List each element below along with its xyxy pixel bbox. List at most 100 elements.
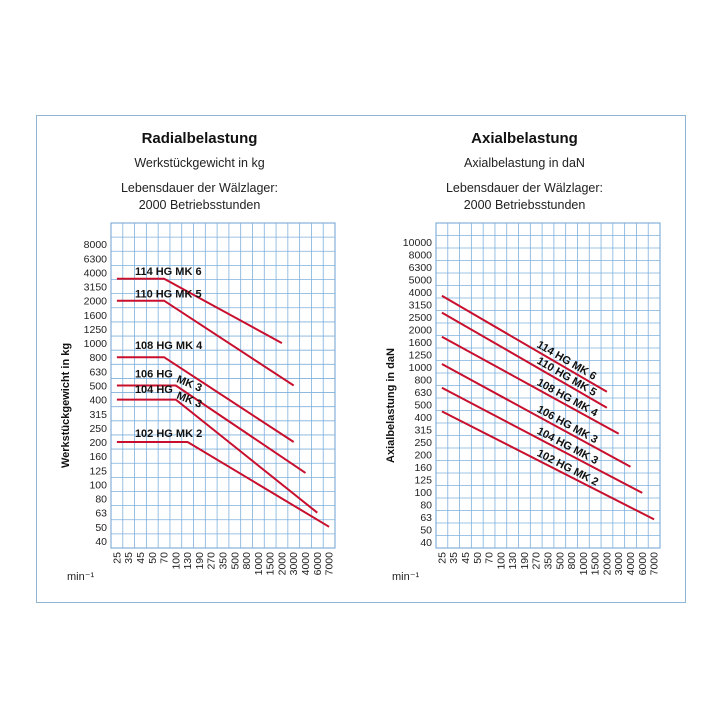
x-tick-label: 70: [159, 552, 171, 564]
series-line: [441, 363, 631, 468]
y-tick-label: 40: [95, 536, 107, 548]
axial-panel: Axialbelastung Axialbelastung in daN Leb…: [362, 116, 687, 602]
x-tick-label: 800: [241, 552, 253, 570]
y-tick-label: 10000: [403, 237, 432, 249]
radial-life-line2: 2000 Betriebsstunden: [138, 198, 261, 212]
y-tick-label: 1250: [409, 349, 433, 361]
x-tick-label: 7000: [649, 552, 661, 576]
x-tick-label: 270: [206, 552, 218, 570]
x-tick-label: 190: [194, 552, 206, 570]
y-tick-label: 50: [420, 524, 432, 536]
y-axis-label: Werkstückgewicht in kg: [60, 343, 72, 468]
series-line: [116, 398, 318, 514]
x-tick-label: 2000: [276, 552, 288, 576]
y-tick-label: 400: [89, 395, 107, 407]
x-tick-label: 100: [170, 552, 182, 570]
y-tick-label: 400: [414, 412, 432, 424]
y-tick-label: 40: [420, 537, 432, 549]
x-tick-label: 50: [472, 552, 484, 564]
y-tick-label: 630: [89, 366, 107, 378]
x-tick-label: 70: [484, 552, 496, 564]
x-tick-label: 6000: [312, 552, 324, 576]
y-tick-label: 500: [414, 399, 432, 411]
series-label: 114 HG MK 6: [135, 266, 202, 278]
x-tick-label: 1000: [253, 552, 265, 576]
series-line: [441, 386, 643, 494]
y-tick-label: 63: [95, 508, 107, 520]
y-tick-label: 6300: [409, 262, 433, 274]
x-tick-label: 1000: [578, 552, 590, 576]
x-tick-label: 6000: [637, 552, 649, 576]
x-tick-label: 4000: [300, 552, 312, 576]
y-tick-label: 1250: [84, 324, 108, 336]
series-label: 102 HG MK 2: [135, 428, 202, 440]
x-unit-label: min⁻¹: [67, 571, 95, 583]
x-tick-label: 7000: [324, 552, 336, 576]
x-tick-label: 25: [436, 552, 448, 564]
series-label: 108 HG MK 4: [135, 340, 203, 352]
y-tick-label: 500: [89, 381, 107, 393]
x-tick-label: 190: [519, 552, 531, 570]
y-axis-label: Axialbelastung in daN: [385, 348, 397, 463]
y-tick-label: 160: [414, 462, 432, 474]
y-tick-label: 315: [89, 409, 107, 421]
y-tick-label: 2000: [409, 324, 433, 336]
x-tick-label: 35: [123, 552, 135, 564]
x-tick-label: 130: [507, 552, 519, 570]
y-tick-label: 125: [414, 474, 432, 486]
radial-subtitle: Werkstückgewicht in kg: [134, 156, 265, 170]
y-tick-label: 125: [89, 465, 107, 477]
axial-life-line1: Lebensdauer der Wälzlager:: [445, 181, 604, 195]
series-label: 104 HG: [135, 384, 173, 396]
axial-title: Axialbelastung: [471, 130, 578, 147]
series-line: [441, 311, 608, 409]
x-tick-label: 500: [229, 552, 241, 570]
x-tick-label: 2000: [601, 552, 613, 576]
axial-chart: 4050638010012516020025031540050063080010…: [385, 222, 661, 583]
series-line: [441, 410, 655, 521]
x-tick-label: 100: [495, 552, 507, 570]
y-tick-label: 8000: [84, 239, 108, 251]
y-tick-label: 630: [414, 387, 432, 399]
y-tick-label: 4000: [409, 287, 433, 299]
series-line: [116, 356, 295, 443]
x-tick-label: 3000: [613, 552, 625, 576]
y-tick-label: 4000: [84, 267, 108, 279]
y-tick-label: 3150: [84, 282, 108, 294]
series-line: [441, 335, 620, 435]
x-tick-label: 35: [448, 552, 460, 564]
series-label: 106 HG: [135, 369, 173, 381]
x-tick-label: 1500: [265, 552, 277, 576]
y-tick-label: 1600: [84, 310, 108, 322]
y-tick-label: 80: [420, 499, 432, 511]
series-label: 110 HG MK 5: [135, 288, 202, 300]
radial-chart: 4050638010012516020025031540050063080010…: [60, 222, 336, 583]
series-line: [116, 384, 307, 474]
y-tick-label: 800: [414, 374, 432, 386]
chart-frame: Radialbelastung Werkstückgewicht in kg L…: [36, 115, 686, 603]
x-unit-label: min⁻¹: [392, 571, 420, 583]
y-tick-label: 1600: [409, 337, 433, 349]
radial-life-line1: Lebensdauer der Wälzlager:: [120, 181, 279, 195]
x-tick-label: 25: [111, 552, 123, 564]
y-tick-label: 50: [95, 522, 107, 534]
x-tick-label: 45: [460, 552, 472, 564]
y-tick-label: 100: [414, 487, 432, 499]
x-tick-label: 1500: [590, 552, 602, 576]
y-tick-label: 2500: [409, 312, 433, 324]
x-tick-label: 350: [218, 552, 230, 570]
x-tick-label: 4000: [625, 552, 637, 576]
y-tick-label: 1000: [409, 362, 433, 374]
y-tick-label: 100: [89, 479, 107, 491]
y-tick-label: 5000: [409, 274, 433, 286]
y-tick-label: 250: [414, 437, 432, 449]
y-tick-label: 3150: [409, 299, 433, 311]
y-tick-label: 200: [414, 449, 432, 461]
y-tick-label: 2000: [84, 296, 108, 308]
x-tick-label: 50: [147, 552, 159, 564]
x-tick-label: 3000: [288, 552, 300, 576]
y-tick-label: 315: [414, 424, 432, 436]
y-tick-label: 200: [89, 437, 107, 449]
series-line: [116, 441, 330, 528]
axial-life-line2: 2000 Betriebsstunden: [463, 198, 586, 212]
